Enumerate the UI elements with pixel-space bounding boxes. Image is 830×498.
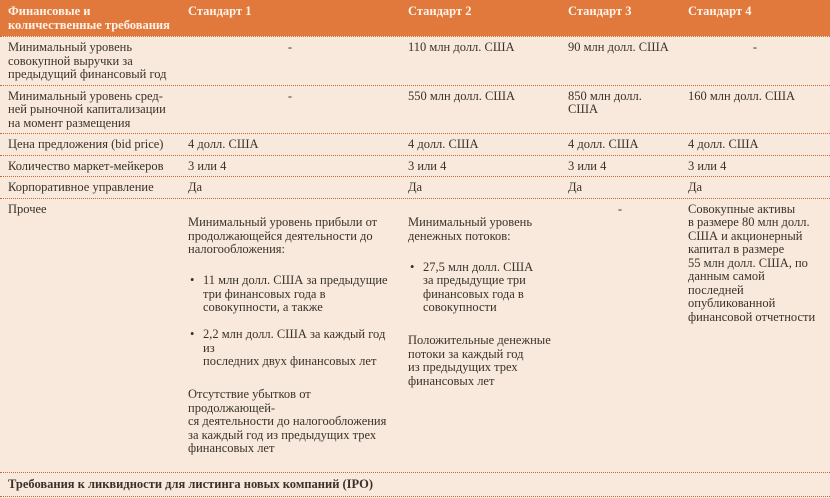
row-bid-price: Цена предложения (bid price) 4 долл. США…	[0, 133, 830, 155]
row-label: Цена предложения (bid price)	[8, 137, 164, 151]
row-market-makers: Количество маркет-мейкеров 3 или 4 3 или…	[0, 154, 830, 177]
row-label: Корпоративное управление	[8, 180, 154, 194]
other-std2-footer: Положительные денежные потоки за каждый …	[408, 333, 551, 388]
section-ipo-header: Требования к ликвидности для листинга но…	[0, 472, 830, 496]
row-min-revenue: Минимальный уровень совокупной выручки з…	[0, 36, 830, 85]
other-std1-bullet-2: • 2,2 млн долл. США за каждый год из пос…	[190, 327, 386, 368]
bullet-icon: •	[190, 327, 195, 341]
row-label: Минимальный уровень сред- ней рыночной к…	[8, 88, 166, 130]
cell-standard-2: 3 или 4	[408, 158, 447, 173]
cell-standard-2: 550 млн долл. США	[408, 88, 515, 103]
cell-standard-2: 110 млн долл. США	[408, 40, 515, 54]
cell-standard-3: 90 млн долл. США	[568, 40, 669, 54]
other-std1-bullet-1: • 11 млн долл. США за предыдущие три фин…	[190, 273, 388, 314]
cell-standard-3: 3 или 4	[568, 158, 607, 173]
table-header-row: Финансовые и количественные требования С…	[0, 0, 830, 36]
row-label: Количество маркет-мейкеров	[8, 158, 164, 173]
header-standard-3: Стандарт 3	[568, 4, 632, 18]
cell-standard-1: Да	[188, 180, 203, 194]
header-standard-1: Стандарт 1	[188, 4, 252, 18]
cell-standard-1: 4 долл. США	[188, 137, 259, 151]
cell-standard-4: -	[752, 40, 758, 54]
bullet-icon: •	[190, 273, 195, 287]
cell-standard-2: 4 долл. США	[408, 137, 479, 151]
cell-standard-3: -	[617, 201, 623, 216]
cell-standard-3: 4 долл. США	[568, 137, 639, 151]
row-shareholders: Держатели стандартных пакетов акций или …	[0, 495, 830, 498]
cell-standard-1: Минимальный уровень прибыли от продолжаю…	[180, 199, 400, 473]
cell-standard-1: -	[287, 40, 293, 54]
row-corporate-governance: Корпоративное управление Да Да Да Да	[0, 176, 830, 198]
cell-standard-1: 3 или 4	[188, 158, 227, 173]
other-std2-bullet-1: • 27,5 млн долл. США за предыдущие три ф…	[410, 259, 534, 314]
header-criteria: Финансовые и количественные требования	[8, 4, 170, 32]
cell-standard-4: 160 млн долл. США	[688, 88, 795, 103]
cell-standard-2: Да	[408, 180, 423, 194]
row-other: Прочее Минимальный уровень прибыли от пр…	[0, 197, 830, 473]
cell-standard-4: 3 или 4	[688, 158, 727, 173]
header-standard-2: Стандарт 2	[408, 4, 472, 18]
row-min-market-cap: Минимальный уровень сред- ней рыночной к…	[0, 84, 830, 134]
section-ipo-title: Требования к ликвидности для листинга но…	[8, 477, 374, 491]
cell-standard-3: 850 млн долл. США	[568, 88, 642, 116]
other-std1-intro: Минимальный уровень прибыли от продолжаю…	[188, 215, 378, 256]
other-std1-footer: Отсутствие убытков от продолжающей- ся д…	[188, 387, 387, 455]
cell-standard-4: Да	[688, 180, 703, 194]
row-label: Минимальный уровень совокупной выручки з…	[8, 40, 167, 81]
cell-standard-3: Да	[568, 180, 583, 194]
row-label: Прочее	[8, 201, 47, 216]
cell-standard-4: 4 долл. США	[688, 137, 759, 151]
cell-standard-4: Совокупные активы в размере 80 млн долл.…	[688, 201, 816, 324]
header-standard-4: Стандарт 4	[688, 4, 752, 18]
cell-standard-2: Минимальный уровень денежных потоков: • …	[400, 199, 560, 473]
other-std2-intro: Минимальный уровень денежных потоков:	[408, 215, 533, 243]
bullet-icon: •	[410, 259, 415, 274]
cell-standard-1: -	[287, 88, 293, 103]
